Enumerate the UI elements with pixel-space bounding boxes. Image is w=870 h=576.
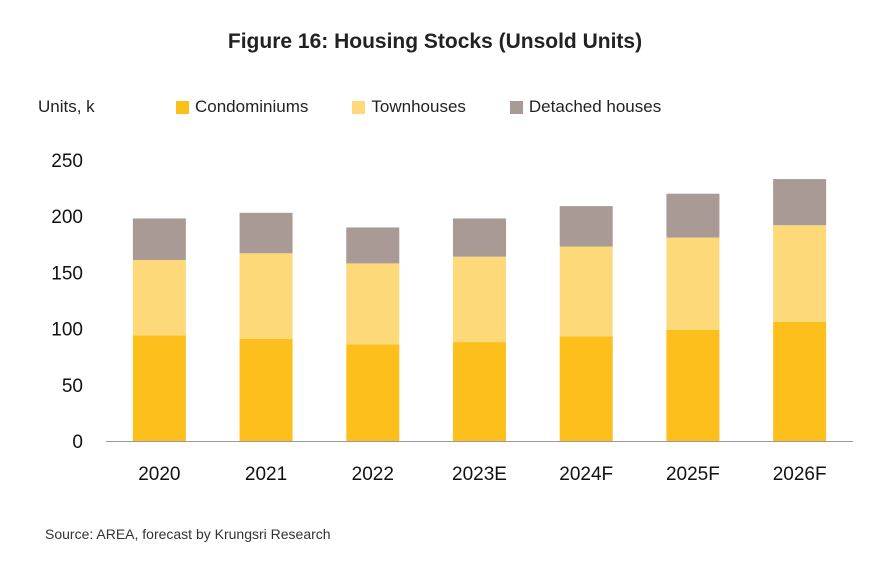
bar-townhouses-2024f: [559, 246, 613, 337]
bar-detached-houses-2025f: [666, 193, 720, 238]
legend: Condominiums Townhouses Detached houses: [176, 97, 705, 117]
bar-townhouses-2025f: [666, 237, 720, 330]
bar-detached-houses-2022: [346, 227, 400, 264]
legend-swatch-townhouses: [352, 100, 366, 114]
x-tick-label: 2024F: [559, 464, 613, 485]
legend-swatch-detached-houses: [509, 100, 523, 114]
legend-item-townhouses: Townhouses: [352, 97, 466, 117]
x-tick-label: 2022: [352, 464, 394, 485]
bar-detached-houses-2026f: [773, 179, 827, 226]
legend-swatch-condominiums: [176, 100, 189, 114]
y-tick-label: 250: [51, 151, 83, 172]
bar-townhouses-2021: [239, 253, 293, 339]
bar-detached-houses-2021: [239, 212, 293, 254]
legend-item-detached-houses: Detached houses: [509, 97, 662, 117]
x-tick-label: 2023E: [452, 464, 507, 485]
x-tick-label: 2026F: [773, 464, 827, 485]
bar-detached-houses-2023e: [453, 218, 506, 257]
legend-label-detached-houses: Detached houses: [528, 97, 662, 116]
x-tick-label: 2021: [245, 464, 287, 485]
x-tick-label: 2025F: [666, 464, 720, 485]
y-tick-label: 150: [51, 263, 83, 284]
y-tick-label: 50: [62, 376, 83, 397]
bar-condominiums-2026f: [773, 321, 827, 441]
bar-condominiums-2022: [346, 344, 400, 441]
bar-condominiums-2025f: [666, 329, 720, 441]
legend-label-condominiums: Condominiums: [195, 97, 309, 116]
bar-condominiums-2021: [239, 338, 293, 441]
legend-item-condominiums: Condominiums: [176, 97, 308, 117]
bar-townhouses-2026f: [773, 225, 827, 322]
bar-detached-houses-2024f: [559, 206, 613, 247]
bar-condominiums-2023e: [453, 342, 506, 441]
y-axis-label: Units, k: [38, 97, 95, 116]
y-tick-label: 100: [51, 320, 83, 341]
bar-condominiums-2024f: [559, 336, 613, 441]
chart-title: Figure 16: Housing Stocks (Unsold Units): [227, 30, 643, 53]
bar-detached-houses-2020: [132, 218, 186, 261]
y-tick-label: 200: [51, 207, 83, 228]
source-note: Source: AREA, forecast by Krungsri Resea…: [45, 526, 331, 542]
bar-condominiums-2020: [132, 335, 186, 441]
bar-townhouses-2023e: [453, 256, 506, 343]
bar-townhouses-2020: [132, 260, 186, 336]
y-tick-label: 0: [72, 432, 83, 453]
x-tick-label: 2020: [138, 464, 180, 485]
legend-label-townhouses: Townhouses: [371, 97, 466, 116]
bar-townhouses-2022: [346, 263, 400, 345]
